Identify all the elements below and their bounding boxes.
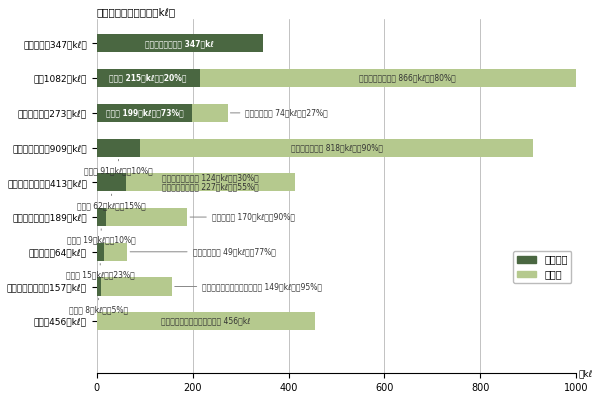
Text: ほとんどがエネルギーに利用 456万kℓ: ほとんどがエネルギーに利用 456万kℓ [161, 317, 251, 326]
Text: たい肥等に利用 818万kℓ（約90%）: たい肥等に利用 818万kℓ（約90%） [290, 143, 383, 152]
Bar [97, 312, 316, 330]
Text: たい肥等への利用 124万kℓ（約30%）: たい肥等への利用 124万kℓ（約30%） [162, 173, 259, 182]
Text: 未利用 62万kℓ（約15%）: 未利用 62万kℓ（約15%） [77, 194, 146, 210]
Bar [97, 69, 200, 87]
Text: ほとんどが未利用 347万kℓ: ほとんどが未利用 347万kℓ [145, 39, 214, 48]
Text: 再資源化等 170万kℓ（約90%）: 再資源化等 170万kℓ（約90%） [190, 212, 295, 222]
Text: 製紙原料・エネルギーに利用 149万kℓ（約95%）: 製紙原料・エネルギーに利用 149万kℓ（約95%） [175, 282, 322, 291]
Bar [97, 34, 263, 52]
Text: 未利用 15万kℓ（約23%）: 未利用 15万kℓ（約23%） [66, 264, 134, 280]
Text: 未利用 8万kℓ（約5%）: 未利用 8万kℓ（約5%） [69, 298, 128, 314]
Text: 未利用 19万kℓ（約10%）: 未利用 19万kℓ（約10%） [67, 229, 136, 245]
Bar [97, 138, 140, 157]
Bar [140, 138, 533, 157]
Text: 万kℓ: 万kℓ [579, 369, 593, 378]
Text: 未利用 215万kℓ（約20%）: 未利用 215万kℓ（約20%） [109, 74, 187, 83]
Text: すき込みへの利用 227万kℓ（約55%）: すき込みへの利用 227万kℓ（約55%） [162, 182, 259, 191]
Text: 未利用 91万kℓ（約10%）: 未利用 91万kℓ（約10%） [84, 160, 153, 175]
Text: 賦存量（原油換算　万kℓ）: 賦存量（原油換算 万kℓ） [97, 7, 176, 17]
Bar [97, 104, 192, 122]
Text: 飼料等に利用 74万kℓ（約27%）: 飼料等に利用 74万kℓ（約27%） [230, 108, 328, 117]
Bar [101, 278, 172, 296]
Text: 素材原料等に利用 866万kℓ（約80%）: 素材原料等に利用 866万kℓ（約80%） [359, 74, 456, 83]
Text: 建築資材等に 49万kℓ（約77%）: 建築資材等に 49万kℓ（約77%） [130, 247, 275, 256]
Bar [97, 208, 106, 226]
Bar [104, 243, 127, 261]
Bar [200, 69, 600, 87]
Bar [97, 173, 127, 191]
Bar [106, 208, 187, 226]
Legend: 未利用量, 利用量: 未利用量, 利用量 [513, 251, 571, 283]
Bar [127, 173, 295, 191]
Bar [192, 104, 227, 122]
Bar [97, 243, 104, 261]
Bar [97, 278, 101, 296]
Text: 未利用 199万kℓ（約73%）: 未利用 199万kℓ（約73%） [106, 108, 183, 117]
